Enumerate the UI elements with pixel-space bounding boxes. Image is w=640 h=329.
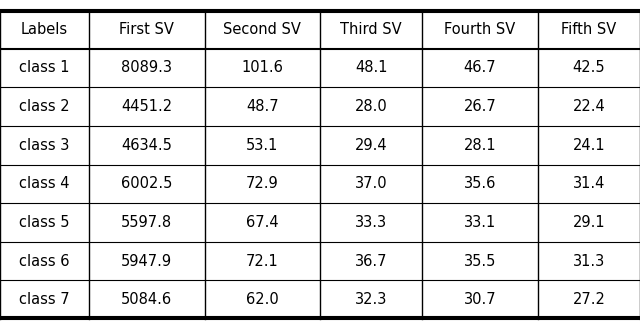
Text: 22.4: 22.4 xyxy=(573,99,605,114)
Bar xyxy=(538,87,640,126)
Bar xyxy=(0,280,89,319)
Text: 30.7: 30.7 xyxy=(464,292,496,307)
Bar xyxy=(538,10,640,48)
Text: class 5: class 5 xyxy=(19,215,70,230)
Bar xyxy=(320,10,422,48)
Text: 72.1: 72.1 xyxy=(246,254,278,269)
Text: 5597.8: 5597.8 xyxy=(121,215,172,230)
Bar xyxy=(205,87,320,126)
Bar xyxy=(422,10,538,48)
Text: 5947.9: 5947.9 xyxy=(121,254,172,269)
Bar xyxy=(89,242,205,280)
Bar xyxy=(0,87,89,126)
Bar xyxy=(205,10,320,48)
Bar xyxy=(205,164,320,203)
Text: class 4: class 4 xyxy=(19,176,70,191)
Text: 101.6: 101.6 xyxy=(241,60,284,75)
Bar xyxy=(205,48,320,87)
Bar xyxy=(422,164,538,203)
Text: 4451.2: 4451.2 xyxy=(121,99,172,114)
Text: 32.3: 32.3 xyxy=(355,292,387,307)
Text: 48.1: 48.1 xyxy=(355,60,387,75)
Text: class 1: class 1 xyxy=(19,60,70,75)
Text: 33.3: 33.3 xyxy=(355,215,387,230)
Bar xyxy=(320,242,422,280)
Bar xyxy=(538,242,640,280)
Text: 26.7: 26.7 xyxy=(463,99,497,114)
Text: Fourth SV: Fourth SV xyxy=(444,22,516,37)
Bar xyxy=(89,126,205,164)
Bar xyxy=(538,280,640,319)
Bar xyxy=(538,48,640,87)
Text: 31.4: 31.4 xyxy=(573,176,605,191)
Bar xyxy=(422,242,538,280)
Text: 62.0: 62.0 xyxy=(246,292,278,307)
Text: 29.1: 29.1 xyxy=(573,215,605,230)
Bar xyxy=(89,87,205,126)
Text: 4634.5: 4634.5 xyxy=(122,138,172,153)
Text: 36.7: 36.7 xyxy=(355,254,387,269)
Text: class 3: class 3 xyxy=(19,138,70,153)
Text: 28.1: 28.1 xyxy=(464,138,496,153)
Text: 72.9: 72.9 xyxy=(246,176,278,191)
Text: class 7: class 7 xyxy=(19,292,70,307)
Bar xyxy=(422,48,538,87)
Text: Fifth SV: Fifth SV xyxy=(561,22,616,37)
Bar xyxy=(320,48,422,87)
Bar xyxy=(0,126,89,164)
Text: 33.1: 33.1 xyxy=(464,215,496,230)
Bar xyxy=(422,87,538,126)
Bar xyxy=(0,242,89,280)
Bar xyxy=(422,280,538,319)
Bar xyxy=(320,203,422,242)
Bar xyxy=(89,280,205,319)
Bar xyxy=(422,203,538,242)
Bar xyxy=(0,164,89,203)
Text: 8089.3: 8089.3 xyxy=(122,60,172,75)
Text: First SV: First SV xyxy=(120,22,174,37)
Text: 53.1: 53.1 xyxy=(246,138,278,153)
Text: 48.7: 48.7 xyxy=(246,99,278,114)
Text: 35.5: 35.5 xyxy=(464,254,496,269)
Text: 6002.5: 6002.5 xyxy=(121,176,173,191)
Bar xyxy=(538,126,640,164)
Text: 24.1: 24.1 xyxy=(573,138,605,153)
Text: Third SV: Third SV xyxy=(340,22,402,37)
Bar xyxy=(320,87,422,126)
Bar xyxy=(538,203,640,242)
Text: 37.0: 37.0 xyxy=(355,176,387,191)
Bar xyxy=(205,242,320,280)
Bar xyxy=(320,126,422,164)
Bar xyxy=(0,48,89,87)
Bar xyxy=(89,164,205,203)
Bar xyxy=(0,203,89,242)
Text: 28.0: 28.0 xyxy=(355,99,387,114)
Bar xyxy=(205,280,320,319)
Text: class 2: class 2 xyxy=(19,99,70,114)
Bar xyxy=(205,203,320,242)
Text: 27.2: 27.2 xyxy=(572,292,605,307)
Text: class 6: class 6 xyxy=(19,254,70,269)
Bar xyxy=(320,280,422,319)
Text: 31.3: 31.3 xyxy=(573,254,605,269)
Text: 67.4: 67.4 xyxy=(246,215,278,230)
Text: 5084.6: 5084.6 xyxy=(121,292,172,307)
Text: 42.5: 42.5 xyxy=(573,60,605,75)
Text: 35.6: 35.6 xyxy=(464,176,496,191)
Bar xyxy=(422,126,538,164)
Bar xyxy=(0,10,89,48)
Text: Labels: Labels xyxy=(21,22,68,37)
Bar xyxy=(538,164,640,203)
Text: 29.4: 29.4 xyxy=(355,138,387,153)
Bar xyxy=(89,10,205,48)
Bar xyxy=(205,126,320,164)
Text: 46.7: 46.7 xyxy=(464,60,496,75)
Bar xyxy=(89,48,205,87)
Bar xyxy=(89,203,205,242)
Text: Second SV: Second SV xyxy=(223,22,301,37)
Bar xyxy=(320,164,422,203)
